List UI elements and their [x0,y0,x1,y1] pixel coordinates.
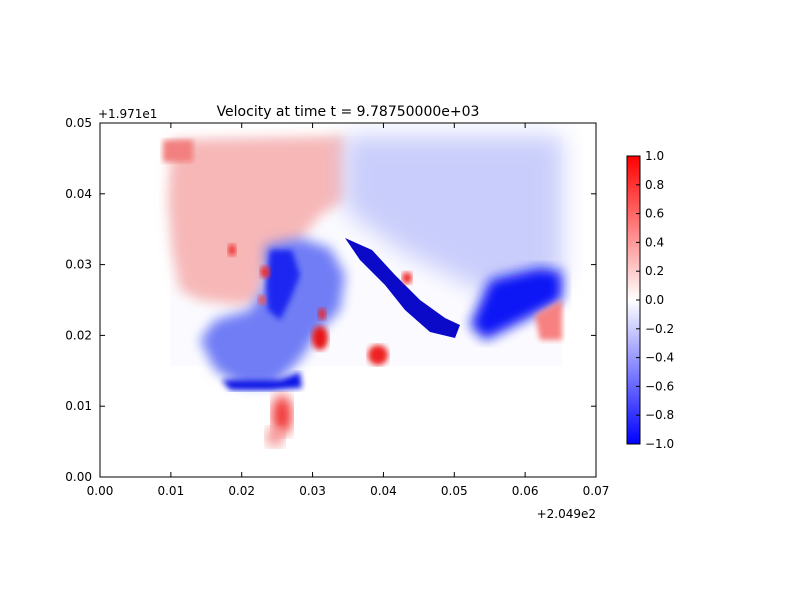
y-axis: 0.00 0.01 0.02 0.03 0.04 0.05 [65,116,596,484]
y-tick-label: 0.02 [65,328,92,342]
colorbar-tick-label: 1.0 [645,149,664,163]
x-tick-label: 0.03 [299,484,326,498]
colorbar-tick-label: −0.6 [645,379,674,393]
field-hotspot [368,345,388,365]
x-tick-label: 0.02 [228,484,255,498]
colorbar-tick-label: −0.2 [645,322,674,336]
field-region-positive-southeast [535,300,562,340]
field-hotspot [312,326,328,350]
field-hotspot [258,295,266,305]
y-tick-label: 0.00 [65,470,92,484]
chart-title: Velocity at time t = 9.78750000e+03 [217,104,480,120]
x-offset-label: +2.049e2 [537,507,596,521]
colorbar-tick-label: −0.8 [645,408,674,422]
x-tick-label: 0.07 [583,484,610,498]
colorbar-tick-label: 0.4 [645,235,664,249]
colorbar-tick-label: 0.2 [645,264,664,278]
colorbar-tick-label: 0.6 [645,207,664,221]
colorbar-tick-label: 0.0 [645,293,664,307]
field-south-shore [222,372,302,390]
velocity-field [163,136,562,447]
y-offset-label: +1.971e1 [98,107,157,121]
field-region-positive-northwest [163,140,193,162]
field-hotspot [272,395,292,435]
field-region-negative-east-strong [470,268,562,340]
x-tick-label: 0.06 [512,484,539,498]
x-tick-label: 0.00 [87,484,114,498]
x-axis: 0.00 0.01 0.02 0.03 0.04 0.05 0.06 0.07 [87,123,610,498]
plot-frame [99,122,597,478]
x-tick-label: 0.05 [441,484,468,498]
colorbar-tick-label: −1.0 [645,437,674,451]
colorbar-ticks: 1.0 0.8 0.6 0.4 0.2 0.0 −0.2 −0.4 −0.6 −0.8 −1.0 [636,149,674,451]
field-region-negative-east [345,136,562,300]
field-hotspot [402,272,412,284]
field-hotspot [266,427,284,447]
y-tick-label: 0.04 [65,187,92,201]
field-region-negative-core [266,250,300,320]
field-region-positive-west [168,136,345,305]
field-hotspot [318,308,326,320]
field-hotspot [228,244,236,256]
colorbar-tick-label: 0.8 [645,178,664,192]
x-tick-label: 0.04 [370,484,397,498]
y-tick-label: 0.01 [65,399,92,413]
x-tick-label: 0.01 [157,484,184,498]
y-tick-label: 0.03 [65,258,92,272]
y-tick-label: 0.05 [65,116,92,130]
field-hotspot [260,266,270,278]
colorbar-tick-label: −0.4 [645,351,674,365]
field-coastline-jet [345,238,460,338]
